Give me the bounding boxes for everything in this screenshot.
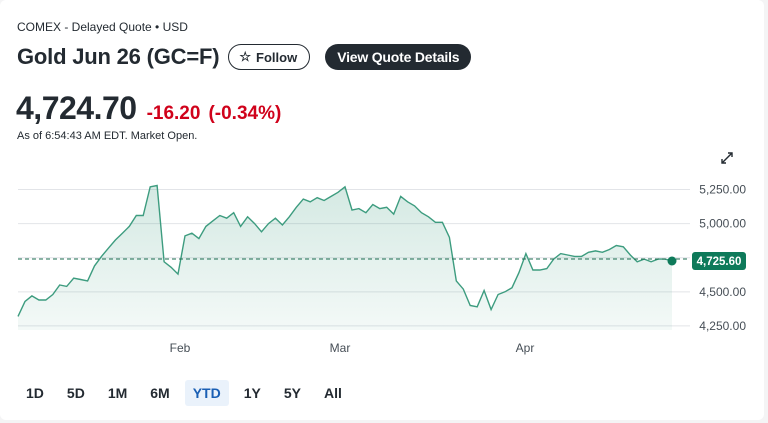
current-price: 4,724.70 — [16, 90, 137, 126]
range-tab-1y[interactable]: 1Y — [243, 385, 261, 401]
y-tick-label: 5,000.00 — [699, 217, 746, 231]
star-outline-icon: ☆ — [239, 49, 252, 64]
x-tick-label: Feb — [170, 341, 191, 355]
as-of-timestamp: As of 6:54:43 AM EDT. Market Open. — [17, 130, 198, 142]
price-area — [18, 185, 672, 330]
y-tick-label: 5,250.00 — [699, 183, 746, 197]
y-tick-label: 4,500.00 — [699, 285, 746, 299]
current-price-tag-label: 4,725.60 — [697, 256, 742, 268]
range-tab-5y[interactable]: 5Y — [283, 385, 301, 401]
follow-button[interactable]: ☆ Follow — [228, 44, 311, 70]
current-price-tag: 4,725.60 — [692, 252, 746, 271]
expand-arrows-icon[interactable] — [719, 150, 735, 166]
price-row: 4,724.70 -16.20 (-0.34%) — [16, 90, 281, 127]
y-tick-label: 4,250.00 — [699, 319, 746, 333]
range-tab-1d[interactable]: 1D — [26, 385, 44, 401]
x-tick-label: Mar — [330, 341, 351, 355]
instrument-title: Gold Jun 26 (GC=F) — [17, 44, 220, 69]
range-tab-all[interactable]: All — [323, 385, 342, 401]
follow-label: Follow — [256, 49, 298, 65]
view-quote-details-button[interactable]: View Quote Details — [325, 44, 472, 70]
range-selector: 1D 5D 1M 6M YTD 1Y 5Y All — [18, 380, 357, 406]
x-tick-label: Apr — [516, 341, 535, 355]
current-price-dot — [667, 256, 677, 266]
title-row: Gold Jun 26 (GC=F) ☆ Follow View Quote D… — [17, 44, 472, 70]
price-change-percent: (-0.34%) — [208, 103, 282, 124]
price-change: -16.20 — [146, 103, 201, 124]
price-chart[interactable]: 5,250.005,000.004,750.004,500.004,250.00… — [0, 180, 768, 360]
range-tab-6m[interactable]: 6M — [150, 385, 170, 401]
exchange-meta: COMEX - Delayed Quote • USD — [17, 20, 188, 34]
range-tab-5d[interactable]: 5D — [66, 385, 85, 401]
range-tab-1m[interactable]: 1M — [107, 385, 128, 401]
price-line — [17, 184, 673, 317]
range-tab-ytd[interactable]: YTD — [184, 380, 229, 406]
